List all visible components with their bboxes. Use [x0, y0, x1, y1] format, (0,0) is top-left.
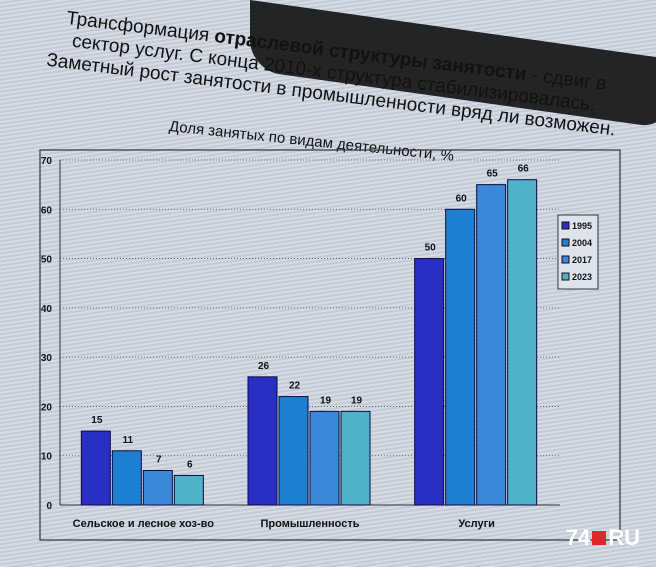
bar [278, 396, 309, 506]
bar [507, 179, 538, 506]
bar [445, 208, 476, 506]
bar [476, 184, 507, 506]
x-tick-label: Услуги [458, 518, 495, 530]
legend-swatch [561, 272, 570, 281]
data-label: 19 [320, 395, 332, 406]
data-label: 26 [258, 361, 270, 372]
data-label: 66 [518, 164, 530, 175]
bar [309, 410, 340, 506]
data-label: 60 [456, 193, 468, 204]
bar [173, 474, 204, 506]
y-tick-label: 60 [41, 205, 53, 216]
bar [142, 470, 173, 506]
watermark-logo: 74 RU [565, 525, 640, 550]
data-label: 7 [156, 455, 162, 466]
plot-frame [39, 149, 621, 541]
data-label: 19 [351, 395, 363, 406]
data-label: 22 [289, 381, 301, 392]
y-tick-label: 10 [41, 452, 53, 463]
data-label: 65 [487, 169, 499, 180]
bar [111, 450, 142, 506]
data-label: 6 [187, 459, 193, 470]
legend-swatch [561, 221, 570, 230]
x-tick-label: Промышленность [261, 518, 360, 530]
data-label: 50 [425, 243, 437, 254]
y-tick-label: 20 [41, 402, 53, 413]
y-tick-label: 70 [41, 156, 53, 167]
bar [414, 258, 445, 506]
x-tick-label: Сельское и лесное хоз-во [73, 518, 215, 530]
y-tick-label: 40 [41, 304, 53, 315]
y-tick-label: 50 [41, 255, 53, 266]
legend-label: 2017 [572, 255, 592, 265]
legend-label: 1995 [572, 221, 592, 231]
bar [340, 410, 371, 506]
legend-label: 2004 [572, 238, 592, 248]
data-label: 15 [91, 415, 103, 426]
y-tick-label: 30 [41, 353, 53, 364]
data-label: 11 [123, 435, 134, 446]
legend-swatch [561, 238, 570, 247]
y-tick-label: 0 [46, 501, 52, 512]
legend-label: 2023 [572, 272, 592, 282]
legend-swatch [561, 255, 570, 264]
bar [247, 376, 278, 506]
bar [80, 430, 111, 506]
